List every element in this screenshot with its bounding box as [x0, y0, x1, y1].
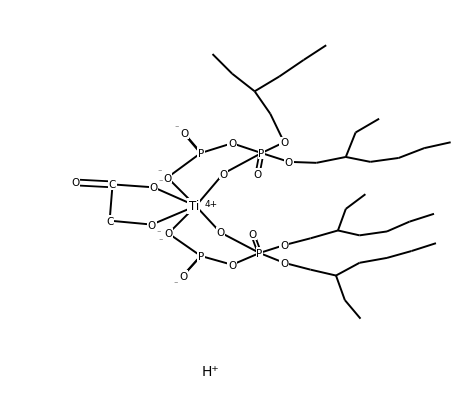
Text: O: O	[280, 138, 288, 148]
Text: O: O	[71, 178, 79, 188]
Text: O: O	[163, 173, 171, 183]
Text: Ti: Ti	[189, 200, 199, 213]
Text: O: O	[254, 169, 262, 179]
Text: O: O	[248, 230, 257, 240]
Text: O: O	[180, 129, 188, 139]
Text: O: O	[228, 260, 236, 270]
Text: P: P	[198, 251, 204, 261]
Text: 4+: 4+	[205, 199, 218, 208]
Text: P: P	[257, 248, 263, 258]
Text: C: C	[109, 180, 116, 190]
Text: O: O	[228, 139, 236, 149]
Text: ⁻: ⁻	[174, 123, 178, 132]
Text: O: O	[149, 183, 158, 193]
Text: ⁻: ⁻	[159, 236, 163, 245]
Text: O: O	[280, 240, 288, 251]
Text: O: O	[280, 258, 288, 268]
Text: O: O	[285, 157, 293, 167]
Text: ⁻: ⁻	[157, 227, 161, 236]
Text: O: O	[219, 169, 228, 179]
Text: ⁻: ⁻	[158, 167, 162, 176]
Text: ⁻: ⁻	[173, 278, 178, 287]
Text: P: P	[198, 149, 204, 159]
Text: O: O	[216, 228, 225, 238]
Text: O: O	[164, 229, 172, 239]
Text: P: P	[258, 149, 265, 159]
Text: O: O	[148, 220, 156, 230]
Text: H⁺: H⁺	[202, 364, 219, 378]
Text: ⁻: ⁻	[159, 177, 163, 186]
Text: C: C	[106, 216, 113, 226]
Text: O: O	[179, 271, 187, 281]
